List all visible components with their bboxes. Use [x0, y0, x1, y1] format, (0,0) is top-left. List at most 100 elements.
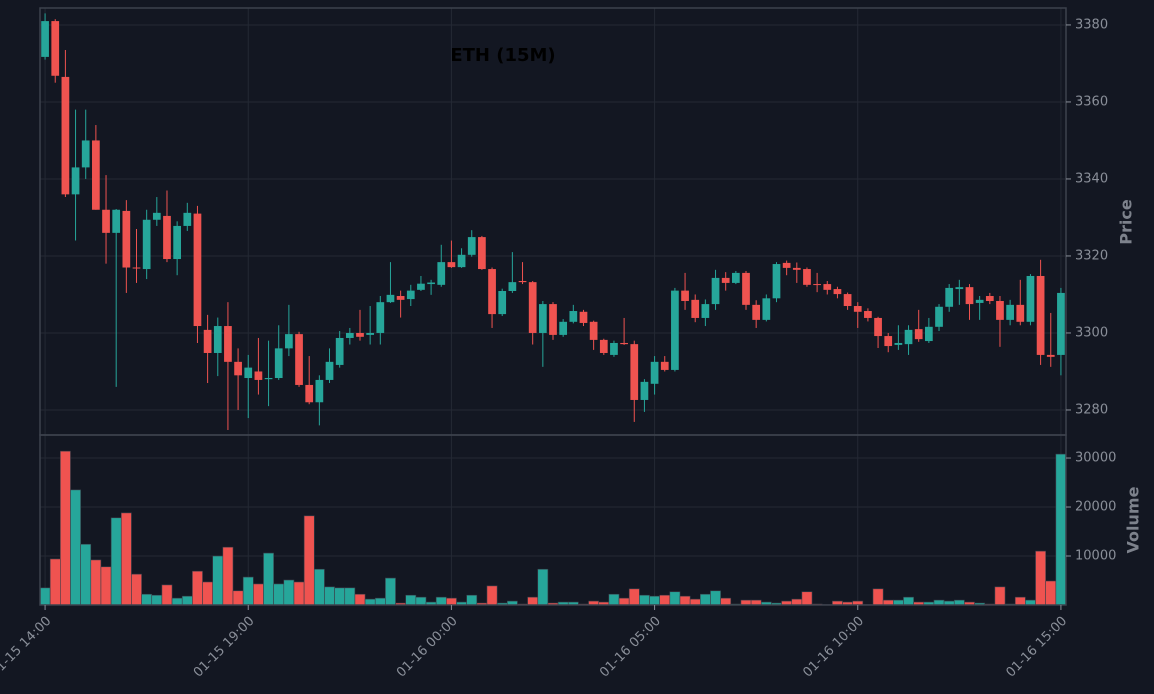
candle-body: [721, 277, 730, 283]
candle-body: [488, 269, 496, 315]
candle-body: [762, 298, 771, 320]
candle-body: [417, 283, 425, 290]
candle-body: [457, 254, 466, 268]
candle-body: [122, 210, 131, 268]
candle-body: [498, 290, 507, 315]
volume-bar: [537, 568, 549, 606]
candle-body: [193, 213, 202, 327]
candle-body: [914, 329, 923, 340]
candle-body: [528, 282, 537, 333]
volume-bar: [466, 594, 478, 606]
volume-bar: [415, 596, 427, 606]
candle-body: [335, 337, 344, 365]
volume-bar: [141, 593, 153, 606]
candle-body: [630, 344, 639, 400]
candle-body: [274, 348, 283, 379]
volume-bar: [212, 555, 224, 606]
y-tick-label: 3340: [1075, 171, 1108, 186]
volume-bar: [486, 585, 498, 606]
candle-body: [112, 209, 121, 233]
volume-bar: [791, 598, 803, 606]
volume-bar: [303, 515, 315, 606]
candle-body: [203, 329, 212, 353]
y-tick-label: 3380: [1075, 17, 1108, 32]
candle-body: [152, 212, 161, 220]
candle-body: [315, 379, 324, 403]
volume-bar: [60, 450, 71, 606]
candle-body: [51, 21, 60, 76]
volume-bar: [405, 594, 417, 606]
volume-bar: [1035, 550, 1046, 606]
candle-body: [975, 299, 984, 303]
volume-bar: [222, 546, 234, 606]
candle-body: [132, 267, 141, 269]
volume-bar: [171, 597, 183, 606]
candle-body: [965, 287, 974, 305]
volume-bar: [435, 596, 447, 606]
volume-bar: [181, 595, 193, 606]
candle-body: [366, 332, 375, 335]
candle-body: [864, 311, 872, 318]
volume-bar: [80, 543, 92, 606]
volume-bar: [120, 512, 132, 606]
candle-body: [925, 326, 933, 342]
volume-bar: [1045, 580, 1057, 606]
volume-bar: [283, 579, 295, 606]
candle-body: [589, 321, 598, 340]
volume-bar: [202, 581, 213, 606]
volume-bar: [628, 588, 640, 606]
candle-body: [559, 321, 568, 335]
candle-body: [356, 332, 364, 337]
candle-body: [650, 361, 659, 384]
volume-bar: [903, 596, 914, 606]
candle-body: [427, 282, 435, 285]
volume-panel-frame: [39, 434, 1067, 606]
candle-body: [81, 140, 90, 168]
candle-body: [437, 262, 446, 285]
volume-bar: [639, 594, 650, 606]
candle-body: [691, 299, 700, 318]
candle-body: [985, 296, 994, 302]
y2-tick-label: 10000: [1075, 549, 1116, 564]
candle-body: [884, 336, 893, 347]
volume-bar: [649, 595, 660, 606]
volume-bar: [374, 597, 386, 606]
y-tick-label: 3300: [1075, 325, 1108, 340]
candle-body: [610, 342, 618, 355]
candle-body: [701, 304, 710, 318]
volume-bar: [344, 587, 356, 606]
candle-body: [244, 367, 253, 379]
candle-body: [823, 284, 832, 290]
candle-body: [213, 326, 222, 353]
volume-bar: [710, 590, 721, 606]
volume-bar: [385, 577, 396, 606]
candle-body: [92, 140, 100, 210]
candle-body: [71, 167, 80, 195]
candle-body: [447, 262, 456, 268]
chart-title: ETH (15M): [450, 45, 555, 66]
candle-body: [772, 264, 781, 299]
candle-body: [1016, 304, 1025, 322]
candle-body: [41, 21, 49, 57]
volume-bar: [669, 591, 681, 606]
candle-body: [660, 361, 669, 370]
candle-body: [406, 290, 415, 300]
candle-body: [681, 290, 689, 302]
volume-bar: [90, 559, 102, 606]
volume-bar: [293, 581, 305, 606]
volume-bar: [192, 570, 203, 606]
candle-body: [853, 306, 862, 312]
candle-body: [742, 272, 750, 305]
candle-body: [996, 301, 1004, 320]
volume-bar: [1055, 453, 1067, 606]
candle-body: [264, 378, 273, 380]
candle-body: [376, 302, 385, 333]
y2-tick-label: 30000: [1075, 451, 1116, 466]
y-axis-label: Price: [1117, 199, 1136, 245]
volume-bar: [324, 586, 335, 606]
candle-body: [305, 384, 314, 403]
candle-body: [945, 287, 954, 307]
volume-bar: [679, 595, 691, 606]
candle-body: [234, 361, 242, 376]
